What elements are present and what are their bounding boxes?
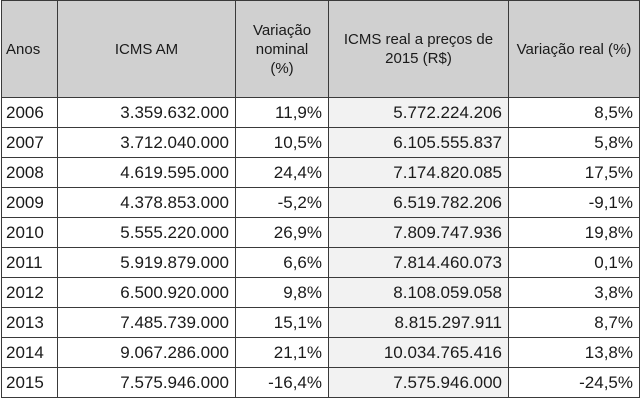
cell-variacao-real: 3,8% <box>508 277 640 308</box>
cell-icms-am: 5.555.220.000 <box>57 217 236 248</box>
cell-variacao-real: 5,8% <box>508 127 640 158</box>
cell-icms-am: 7.485.739.000 <box>57 307 236 338</box>
cell-icms-am: 4.619.595.000 <box>57 157 236 188</box>
cell-ano: 2007 <box>1 127 58 158</box>
cell-icms-am: 4.378.853.000 <box>57 187 236 218</box>
cell-icms-am: 3.712.040.000 <box>57 127 236 158</box>
cell-icms-am: 5.919.879.000 <box>57 247 236 278</box>
cell-variacao-nominal: -16,4% <box>235 367 329 398</box>
cell-ano: 2014 <box>1 337 58 368</box>
cell-ano: 2012 <box>1 277 58 308</box>
cell-variacao-nominal: 21,1% <box>235 337 329 368</box>
cell-variacao-real: 0,1% <box>508 247 640 278</box>
cell-icms-real: 6.519.782.206 <box>328 187 509 218</box>
cell-variacao-real: -9,1% <box>508 187 640 218</box>
header-icms-real: ICMS real a preços de 2015 (R$) <box>328 0 509 98</box>
table-row: 2012 6.500.920.000 9,8% 8.108.059.058 3,8% <box>1 277 640 308</box>
cell-icms-real: 7.814.460.073 <box>328 247 509 278</box>
table-row: 2015 7.575.946.000 -16,4% 7.575.946.000 -24,… <box>1 367 640 398</box>
cell-variacao-real: 13,8% <box>508 337 640 368</box>
cell-icms-real: 7.809.747.936 <box>328 217 509 248</box>
cell-variacao-real: 8,5% <box>508 97 640 128</box>
cell-ano: 2010 <box>1 217 58 248</box>
table-row: 2006 3.359.632.000 11,9% 5.772.224.206 8,5% <box>1 97 640 128</box>
cell-ano: 2011 <box>1 247 58 278</box>
header-variacao-real: Variação real (%) <box>508 0 640 98</box>
table-row: 2008 4.619.595.000 24,4% 7.174.820.085 17,5% <box>1 157 640 188</box>
table-row: 2014 9.067.286.000 21,1% 10.034.765.416 13,8… <box>1 337 640 368</box>
cell-icms-real: 5.772.224.206 <box>328 97 509 128</box>
table-row: 2007 3.712.040.000 10,5% 6.105.555.837 5,8% <box>1 127 640 158</box>
header-anos: Anos <box>1 0 58 98</box>
cell-ano: 2013 <box>1 307 58 338</box>
cell-variacao-nominal: 9,8% <box>235 277 329 308</box>
cell-variacao-real: -24,5% <box>508 367 640 398</box>
cell-variacao-nominal: -5,2% <box>235 187 329 218</box>
cell-ano: 2015 <box>1 367 58 398</box>
table-row: 2009 4.378.853.000 -5,2% 6.519.782.206 -9,1% <box>1 187 640 218</box>
cell-variacao-nominal: 26,9% <box>235 217 329 248</box>
cell-variacao-real: 8,7% <box>508 307 640 338</box>
cell-variacao-nominal: 24,4% <box>235 157 329 188</box>
cell-ano: 2009 <box>1 187 58 218</box>
cell-icms-am: 7.575.946.000 <box>57 367 236 398</box>
table-row: 2010 5.555.220.000 26,9% 7.809.747.936 19,8% <box>1 217 640 248</box>
header-row: Anos ICMS AM Variação nominal (%) ICMS r… <box>1 0 640 98</box>
cell-ano: 2008 <box>1 157 58 188</box>
cell-icms-real: 8.108.059.058 <box>328 277 509 308</box>
header-variacao-nominal: Variação nominal (%) <box>235 0 329 98</box>
cell-variacao-nominal: 11,9% <box>235 97 329 128</box>
cell-icms-real: 10.034.765.416 <box>328 337 509 368</box>
cell-icms-am: 6.500.920.000 <box>57 277 236 308</box>
cell-icms-am: 3.359.632.000 <box>57 97 236 128</box>
cell-variacao-real: 17,5% <box>508 157 640 188</box>
table-row: 2013 7.485.739.000 15,1% 8.815.297.911 8,7% <box>1 307 640 338</box>
cell-variacao-real: 19,8% <box>508 217 640 248</box>
cell-icms-real: 7.575.946.000 <box>328 367 509 398</box>
cell-icms-real: 6.105.555.837 <box>328 127 509 158</box>
cell-icms-real: 7.174.820.085 <box>328 157 509 188</box>
cell-icms-am: 9.067.286.000 <box>57 337 236 368</box>
cell-icms-real: 8.815.297.911 <box>328 307 509 338</box>
cell-variacao-nominal: 6,6% <box>235 247 329 278</box>
cell-variacao-nominal: 15,1% <box>235 307 329 338</box>
cell-ano: 2006 <box>1 97 58 128</box>
cell-variacao-nominal: 10,5% <box>235 127 329 158</box>
table-row: 2011 5.919.879.000 6,6% 7.814.460.073 0,1% <box>1 247 640 278</box>
header-icms-am: ICMS AM <box>57 0 236 98</box>
